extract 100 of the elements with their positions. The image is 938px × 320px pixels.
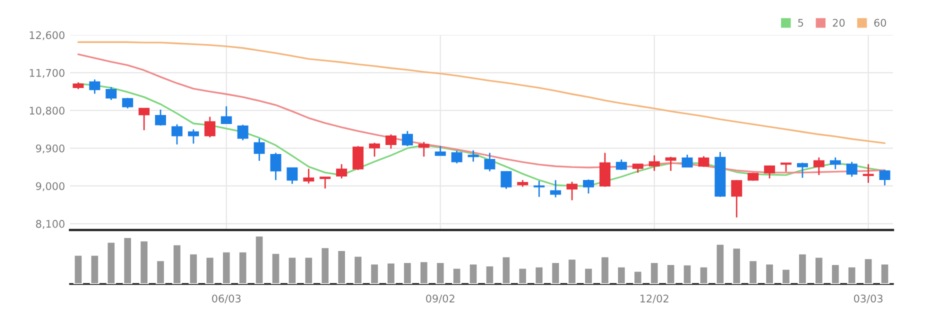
candlestick	[599, 152, 610, 188]
bar	[222, 251, 232, 284]
bar	[353, 255, 363, 284]
candlestick	[89, 78, 100, 94]
bar	[139, 240, 149, 284]
candlestick	[320, 176, 331, 190]
candlestick	[254, 138, 265, 162]
bar	[550, 262, 560, 284]
candlestick	[665, 156, 676, 172]
legend-label: 20	[832, 18, 845, 27]
candlestick	[534, 180, 545, 198]
bar	[814, 256, 824, 284]
bar	[518, 267, 528, 284]
bar	[484, 265, 495, 284]
bar	[156, 260, 166, 284]
candlestick	[434, 145, 446, 156]
candlestick	[846, 161, 858, 178]
candlestick	[155, 108, 166, 126]
candlestick	[451, 150, 462, 164]
y-tick-label: 12,600	[30, 31, 64, 40]
candlestick	[106, 86, 117, 101]
bar	[73, 254, 84, 284]
y-tick-label: 10,800	[30, 106, 64, 116]
bar	[698, 266, 709, 284]
candlestick	[616, 158, 627, 171]
bar	[320, 246, 330, 284]
bar	[600, 256, 610, 284]
legend-label: 60	[874, 18, 886, 27]
candlestick	[220, 106, 232, 124]
candlestick	[830, 156, 841, 170]
bar	[336, 250, 346, 284]
candlestick	[402, 130, 413, 147]
bar	[370, 263, 380, 284]
bar	[534, 266, 544, 284]
x-tick-label: 09/02	[426, 294, 454, 304]
candlestick	[237, 124, 248, 141]
candlestick	[550, 179, 562, 198]
bar	[287, 256, 298, 284]
bar	[270, 252, 281, 284]
candlestick	[682, 154, 693, 168]
candlestick	[352, 145, 364, 171]
bar	[106, 241, 116, 284]
bar	[254, 235, 264, 284]
bar	[715, 243, 725, 284]
bar	[616, 266, 626, 284]
bar	[633, 270, 643, 284]
bar	[452, 267, 462, 284]
x-tick-label: 06/03	[212, 294, 241, 304]
candlestick	[731, 179, 742, 218]
bar	[188, 252, 198, 284]
y-tick-label: 8,100	[36, 220, 64, 229]
bar	[781, 268, 791, 284]
bar	[666, 264, 676, 284]
bar	[864, 258, 874, 284]
candlestick	[648, 154, 660, 172]
candlestick	[369, 142, 380, 158]
candlestick	[879, 169, 890, 186]
bar	[501, 256, 511, 284]
candlestick	[336, 163, 348, 180]
bar	[205, 256, 215, 284]
bar	[748, 260, 758, 284]
candlestick	[764, 164, 776, 180]
candlestick	[418, 141, 430, 158]
candlestick	[270, 152, 282, 181]
bar	[880, 263, 890, 284]
line-series	[77, 41, 886, 144]
bar	[122, 236, 132, 284]
candlestick	[698, 156, 710, 168]
bar	[847, 266, 857, 284]
bar	[238, 251, 248, 284]
candlestick	[862, 163, 874, 184]
candlestick	[796, 162, 808, 178]
bar	[650, 262, 660, 284]
candlestick	[582, 178, 594, 194]
bar	[402, 262, 412, 284]
candlestick	[500, 171, 512, 190]
bar	[830, 264, 840, 284]
bar	[172, 244, 182, 284]
bar	[386, 262, 396, 284]
candlestick	[813, 156, 824, 176]
candlestick	[286, 167, 298, 185]
candlestick	[138, 108, 150, 131]
bar	[584, 267, 594, 284]
candlestick	[204, 116, 216, 138]
candlestick	[566, 181, 578, 201]
bar	[468, 263, 478, 284]
candlestick	[171, 124, 182, 146]
y-tick-label: 11,700	[30, 68, 64, 78]
bar	[304, 256, 314, 284]
bar	[419, 260, 429, 284]
x-tick-label: 03/03	[854, 294, 882, 304]
bar	[798, 252, 808, 284]
candlestick	[484, 152, 496, 172]
y-tick-label: 9,900	[36, 144, 64, 154]
bar	[732, 247, 742, 284]
legend-label: 5	[798, 18, 804, 27]
candlestick	[303, 168, 314, 184]
candlestick	[188, 128, 199, 144]
bar	[436, 262, 446, 284]
bar	[567, 258, 577, 284]
